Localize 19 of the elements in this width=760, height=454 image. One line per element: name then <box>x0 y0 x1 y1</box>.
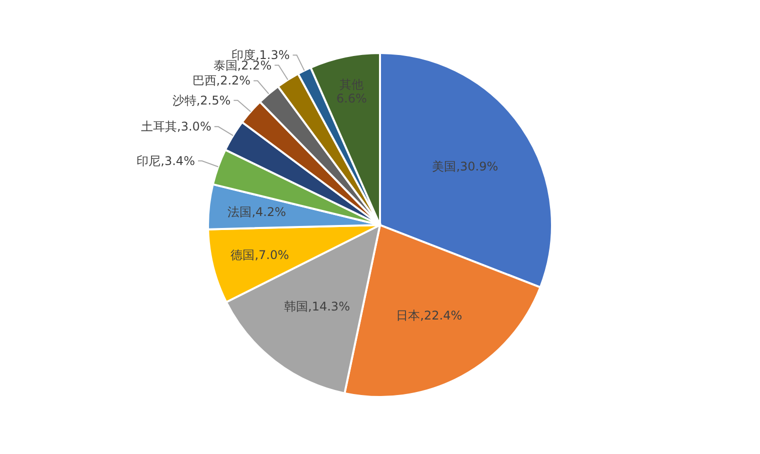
slice-label: 巴西 <box>192 74 216 88</box>
slice-label: 韩国 <box>284 300 308 314</box>
slice-label: 土耳其 <box>141 120 178 134</box>
data-label: ,3.0% <box>177 120 212 134</box>
data-label: ,14.3% <box>308 300 350 314</box>
slice-label: 沙特 <box>172 93 196 108</box>
data-label: ,4.2% <box>252 204 286 219</box>
slice-label: 美国 <box>432 160 456 174</box>
data-label: ,2.2% <box>216 74 251 88</box>
data-label: ,3.4% <box>160 154 195 168</box>
slice-label: 法国 <box>228 204 252 219</box>
data-label: ,22.4% <box>420 308 462 323</box>
data-label: ,7.0% <box>254 248 290 262</box>
slice-label: 日本 <box>396 308 420 323</box>
data-label: ,30.9% <box>456 160 498 174</box>
slice-label: 德国 <box>230 248 255 262</box>
slice-label: 印尼 <box>136 154 161 168</box>
data-label: ,2.5% <box>196 93 231 108</box>
slice-label: 泰国 <box>213 58 238 72</box>
